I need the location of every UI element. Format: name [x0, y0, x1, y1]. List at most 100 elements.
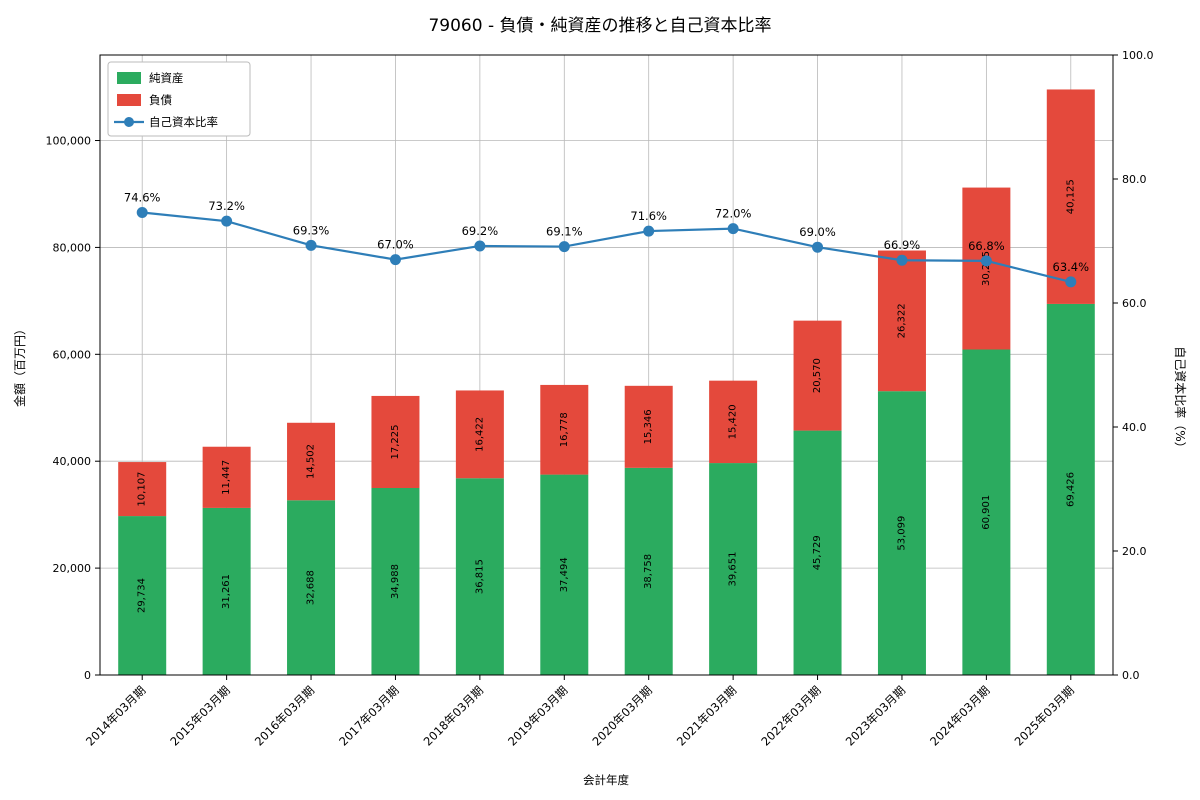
- right-tick-label: 0.0: [1122, 669, 1140, 682]
- equity-ratio-marker: [1065, 276, 1077, 288]
- bar-segment-liabilities: [118, 462, 167, 517]
- x-tick-label: 2014年03月期: [83, 683, 148, 748]
- bar-value-label-liabilities: 20,570: [812, 358, 823, 393]
- bar-segment-net-assets: [455, 478, 504, 675]
- y-axis-label-right: 自己資本比率（%）: [1173, 346, 1188, 453]
- plot-border: [99, 54, 1114, 676]
- bar-value-label-net-assets: 53,099: [896, 516, 907, 551]
- bar-value-label-net-assets: 38,758: [643, 554, 654, 589]
- bar-value-label-net-assets: 45,729: [812, 535, 823, 570]
- x-tick-label: 2018年03月期: [421, 683, 486, 748]
- legend-label-net-assets: 純資産: [149, 71, 184, 85]
- equity-ratio-marker: [389, 254, 401, 266]
- equity-ratio-marker: [136, 206, 148, 218]
- bar-value-label-liabilities: 15,346: [643, 409, 654, 444]
- equity-ratio-marker: [558, 241, 570, 253]
- legend-swatch-net-assets: [117, 72, 141, 84]
- left-tick-label: 20,000: [53, 562, 92, 575]
- right-tick-label: 40.0: [1122, 421, 1147, 434]
- bar-segment-liabilities: [287, 422, 336, 501]
- left-tick-label: 100,000: [46, 135, 92, 148]
- legend-label-equity-ratio: 自己資本比率: [149, 115, 218, 129]
- left-tick-label: 80,000: [53, 241, 92, 254]
- bar-segment-net-assets: [962, 349, 1011, 675]
- legend-marker-equity-ratio: [124, 117, 134, 127]
- equity-ratio-marker: [812, 241, 824, 253]
- x-axis-label: 会計年度: [583, 773, 629, 787]
- bar-segment-liabilities: [962, 187, 1011, 350]
- bar-segment-liabilities: [877, 250, 926, 392]
- equity-ratio-label: 66.9%: [884, 238, 921, 252]
- bar-segment-net-assets: [877, 391, 926, 675]
- right-tick-label: 20.0: [1122, 545, 1147, 558]
- x-tick-label: 2019年03月期: [505, 683, 570, 748]
- bar-segment-net-assets: [540, 474, 589, 675]
- equity-ratio-label: 69.3%: [293, 223, 330, 237]
- bar-segment-liabilities: [709, 380, 758, 464]
- legend-swatch-liabilities: [117, 94, 141, 106]
- equity-ratio-label: 69.2%: [462, 224, 499, 238]
- x-tick-label: 2020年03月期: [589, 683, 654, 748]
- bar-segment-net-assets: [118, 516, 167, 675]
- equity-ratio-marker: [305, 239, 317, 251]
- bar-segment-liabilities: [1046, 89, 1095, 304]
- equity-ratio-marker: [896, 254, 908, 266]
- bar-value-label-liabilities: 16,778: [559, 412, 570, 447]
- right-tick-label: 100.0: [1122, 49, 1154, 62]
- right-tick-label: 60.0: [1122, 297, 1147, 310]
- legend-box: [107, 61, 251, 137]
- bar-value-label-net-assets: 29,734: [137, 578, 148, 613]
- chart-title: 79060 - 負債・純資産の推移と自己資本比率: [428, 16, 771, 36]
- x-tick-label: 2023年03月期: [843, 683, 908, 748]
- bar-segment-liabilities: [371, 395, 420, 488]
- bar-value-label-net-assets: 36,815: [474, 559, 485, 594]
- x-tick-label: 2015年03月期: [167, 683, 232, 748]
- right-tick-label: 80.0: [1122, 173, 1147, 186]
- x-tick-label: 2021年03月期: [674, 683, 739, 748]
- bar-segment-liabilities: [624, 385, 673, 468]
- bar-segment-net-assets: [1046, 303, 1095, 675]
- bar-segment-net-assets: [287, 500, 336, 675]
- bar-value-label-liabilities: 15,420: [728, 404, 739, 439]
- equity-ratio-label: 71.6%: [630, 209, 667, 223]
- equity-ratio-marker: [727, 223, 739, 235]
- left-tick-label: 40,000: [53, 455, 92, 468]
- bar-segment-net-assets: [202, 507, 251, 675]
- equity-ratio-label: 69.0%: [799, 225, 836, 239]
- bar-segment-liabilities: [202, 446, 251, 508]
- equity-ratio-marker: [980, 255, 992, 267]
- x-tick-label: 2024年03月期: [927, 683, 992, 748]
- bar-value-label-liabilities: 11,447: [221, 460, 232, 495]
- bar-value-label-net-assets: 37,494: [559, 557, 570, 592]
- bar-segment-liabilities: [455, 390, 504, 479]
- x-tick-label: 2016年03月期: [252, 683, 317, 748]
- y-axis-label-left: 金額（百万円）: [12, 323, 27, 407]
- equity-ratio-marker: [643, 225, 655, 237]
- bar-segment-liabilities: [793, 320, 842, 431]
- legend-label-liabilities: 負債: [149, 93, 172, 107]
- bar-value-label-liabilities: 10,107: [137, 472, 148, 507]
- bar-value-label-net-assets: 69,426: [1065, 472, 1076, 507]
- x-tick-label: 2017年03月期: [336, 683, 401, 748]
- left-tick-label: 60,000: [53, 348, 92, 361]
- chart-generated-content: 29,734 10,107 31,261 11,447 32,688 14,502 34,9…: [46, 49, 1154, 749]
- equity-ratio-label: 72.0%: [715, 207, 752, 221]
- x-tick-label: 2022年03月期: [758, 683, 823, 748]
- bar-value-label-net-assets: 34,988: [390, 564, 401, 599]
- bar-segment-net-assets: [709, 463, 758, 675]
- bar-value-label-net-assets: 60,901: [981, 495, 992, 530]
- equity-ratio-marker: [221, 215, 233, 227]
- bar-value-label-net-assets: 39,651: [728, 552, 739, 587]
- equity-ratio-label: 67.0%: [377, 238, 414, 252]
- bar-segment-net-assets: [624, 467, 673, 675]
- bar-segment-liabilities: [540, 384, 589, 475]
- bar-value-label-liabilities: 17,225: [390, 424, 401, 459]
- bar-segment-net-assets: [371, 487, 420, 675]
- bar-value-label-net-assets: 32,688: [306, 570, 317, 605]
- bar-value-label-liabilities: 40,125: [1065, 179, 1076, 214]
- left-tick-label: 0: [84, 669, 91, 682]
- bar-value-label-liabilities: 30,295: [981, 251, 992, 286]
- equity-ratio-label: 66.8%: [968, 239, 1005, 253]
